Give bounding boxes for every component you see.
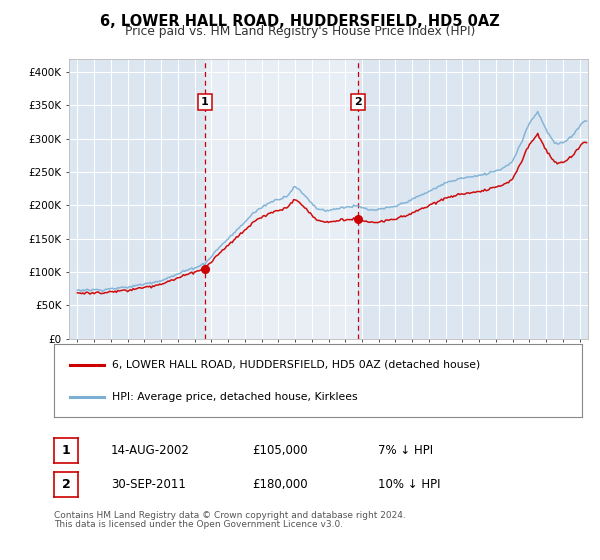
Bar [205,59,358,339]
Text: 30-SEP-2011: 30-SEP-2011 [111,478,186,491]
Text: Price paid vs. HM Land Registry's House Price Index (HPI): Price paid vs. HM Land Registry's House … [125,25,475,38]
Text: Contains HM Land Registry data © Crown copyright and database right 2024.: Contains HM Land Registry data © Crown c… [54,511,406,520]
Text: £180,000: £180,000 [252,478,308,491]
Text: 14-AUG-2002: 14-AUG-2002 [111,444,190,458]
Text: 2: 2 [354,97,362,107]
Text: 7% ↓ HPI: 7% ↓ HPI [378,444,433,458]
Text: 2: 2 [62,478,70,491]
Text: 6, LOWER HALL ROAD, HUDDERSFIELD, HD5 0AZ (detached house): 6, LOWER HALL ROAD, HUDDERSFIELD, HD5 0A… [112,360,481,370]
Text: 10% ↓ HPI: 10% ↓ HPI [378,478,440,491]
Text: 1: 1 [201,97,209,107]
Text: 1: 1 [62,444,70,458]
Text: HPI: Average price, detached house, Kirklees: HPI: Average price, detached house, Kirk… [112,392,358,402]
Text: £105,000: £105,000 [252,444,308,458]
Text: 6, LOWER HALL ROAD, HUDDERSFIELD, HD5 0AZ: 6, LOWER HALL ROAD, HUDDERSFIELD, HD5 0A… [100,14,500,29]
Text: This data is licensed under the Open Government Licence v3.0.: This data is licensed under the Open Gov… [54,520,343,529]
